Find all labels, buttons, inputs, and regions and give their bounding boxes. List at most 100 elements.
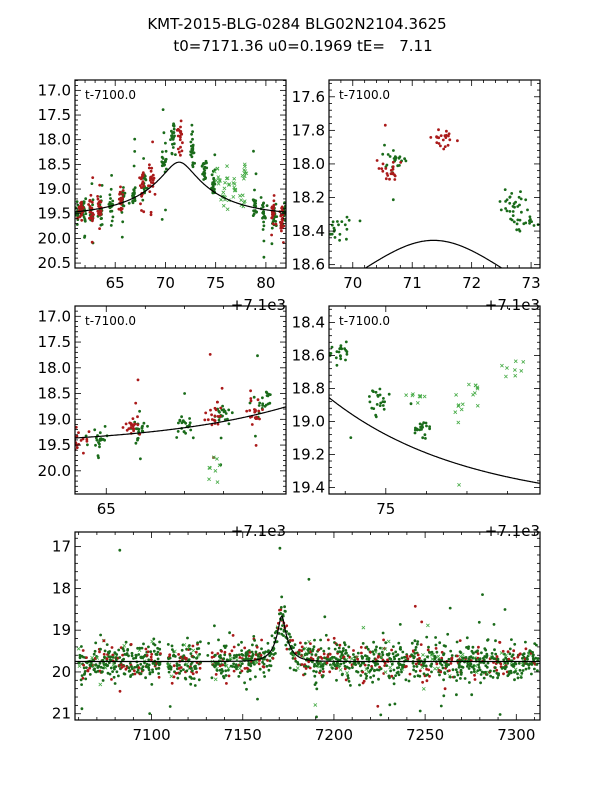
red-dots-point <box>102 652 106 656</box>
red-dots-point <box>219 406 223 410</box>
red-dots-point <box>361 670 365 674</box>
green-dots-point <box>346 674 350 678</box>
green-dots-point <box>459 668 463 672</box>
green-dots-point <box>146 424 149 428</box>
red-dots-point <box>473 673 476 677</box>
green-dots-point <box>158 647 162 651</box>
red-dots-point <box>139 202 142 206</box>
red-dots-point <box>139 177 143 181</box>
green-crosses-point <box>467 382 471 387</box>
green-dots-point <box>481 593 484 596</box>
red-dots-point <box>218 414 222 418</box>
green-dots-point <box>94 443 97 447</box>
x-tick-label: 75 <box>206 274 225 292</box>
green-dots-point <box>175 662 179 666</box>
green-dots-point <box>428 651 432 654</box>
green-dots-point <box>296 662 300 666</box>
red-dots-point <box>262 665 266 669</box>
red-dots-point <box>300 645 304 649</box>
green-dots-point <box>428 425 431 429</box>
red-dots-point <box>179 733 182 736</box>
green-dots-point <box>366 735 369 738</box>
green-dots-point <box>379 401 383 405</box>
green-dots-point <box>513 678 516 682</box>
red-dots-point <box>281 208 284 212</box>
red-dots-point <box>247 654 251 658</box>
green-dots-point <box>345 352 349 356</box>
green-dots-point <box>145 662 149 666</box>
green-crosses-point <box>415 401 420 405</box>
green-dots-point <box>183 420 186 424</box>
plot-area <box>75 546 540 738</box>
green-dots-point <box>157 667 161 670</box>
green-dots-point <box>394 650 398 654</box>
red-dots-point <box>91 219 94 223</box>
x-tick-label: 71 <box>403 274 422 292</box>
green-dots-point <box>131 194 134 198</box>
red-dots-point <box>272 194 276 197</box>
green-dots-point <box>427 645 430 649</box>
red-dots-point <box>79 201 83 205</box>
green-dots-point <box>84 212 88 216</box>
green-dots-point <box>138 409 142 413</box>
red-dots-point <box>377 167 381 170</box>
red-dots-point <box>243 646 247 650</box>
green-crosses-point <box>244 171 249 176</box>
green-dots-point <box>202 172 206 175</box>
green-dots-point <box>371 680 374 684</box>
green-dots-point <box>101 670 104 674</box>
green-dots-point <box>507 672 511 676</box>
green-dots-point <box>122 649 126 653</box>
red-dots-point <box>473 678 477 681</box>
green-dots-point <box>335 363 339 367</box>
green-dots-point <box>454 668 458 672</box>
red-dots-point <box>383 661 387 665</box>
green-dots-point <box>227 422 231 426</box>
green-crosses-point <box>388 665 393 670</box>
green-crosses-point <box>216 181 221 186</box>
red-dots-point <box>232 669 236 673</box>
green-dots-point <box>385 163 389 167</box>
green-dots-point <box>334 356 338 360</box>
green-dots-point <box>172 127 176 131</box>
green-crosses-point <box>213 677 218 682</box>
green-dots-point <box>161 160 164 164</box>
red-dots-point <box>90 214 93 218</box>
green-dots-point <box>210 173 214 177</box>
green-dots-point <box>374 661 377 665</box>
green-dots-point <box>136 668 140 672</box>
green-dots-point <box>288 666 292 670</box>
green-dots-point <box>232 662 236 666</box>
red-dots-point <box>150 181 153 184</box>
green-dots-point <box>257 655 260 658</box>
panel-peak-zoom: 70 71 72 73 17.6 17.8 18.0 18.2 18.4 18.6 t-7100.0… <box>292 79 541 314</box>
green-dots-point <box>528 219 531 223</box>
green-dots-point <box>449 649 453 653</box>
red-dots-point <box>117 207 121 211</box>
green-dots-point <box>528 215 532 219</box>
green-dots-point <box>391 198 395 202</box>
green-crosses-point <box>313 703 318 707</box>
y-tick-label: 20.0 <box>38 462 71 480</box>
red-dots-point <box>266 659 270 662</box>
green-dots-point <box>136 664 140 667</box>
green-dots-point <box>251 653 255 656</box>
green-dots-point <box>132 164 136 168</box>
green-dots-point <box>368 395 371 398</box>
red-dots-point <box>443 687 447 691</box>
red-dots-point <box>418 656 421 660</box>
red-dots-point <box>456 139 459 143</box>
green-dots-point <box>434 643 438 647</box>
green-dots-point <box>155 667 158 671</box>
green-dots-point <box>187 658 191 661</box>
red-dots-point <box>118 192 121 196</box>
green-dots-point <box>91 203 94 207</box>
green-dots-point <box>440 663 444 667</box>
red-dots-point <box>121 426 125 429</box>
green-dots-point <box>249 662 253 665</box>
red-dots-point <box>270 233 273 237</box>
green-dots-point <box>223 653 227 657</box>
red-dots-point <box>271 657 275 660</box>
green-dots-point <box>388 155 392 158</box>
red-dots-point <box>512 657 516 660</box>
